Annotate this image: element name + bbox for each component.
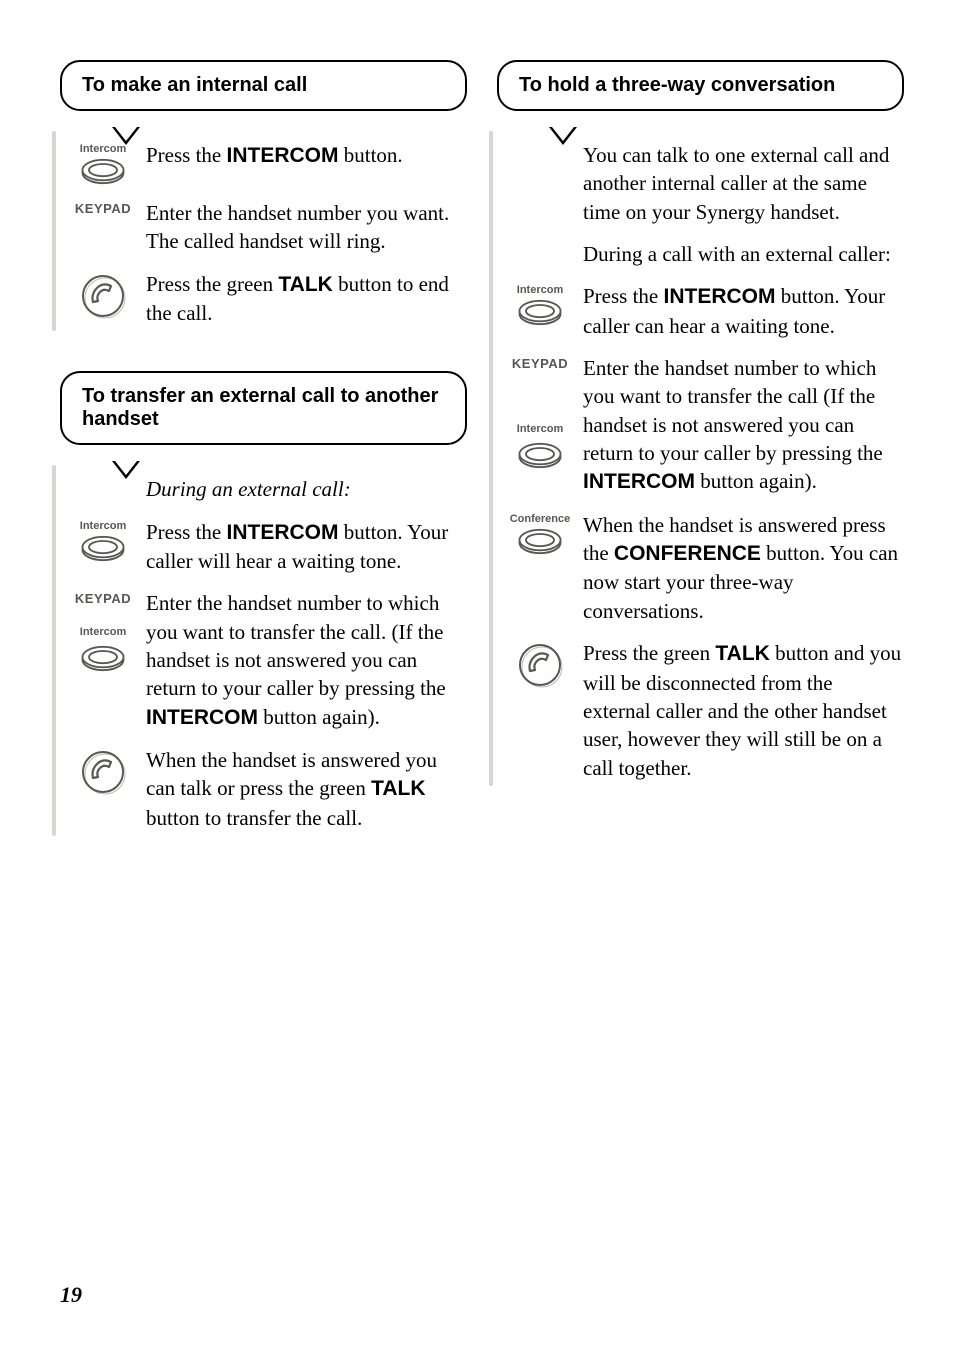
intercom-label: Intercom (80, 626, 126, 638)
step-row: During an external call: (60, 475, 467, 503)
intercom-label: Intercom (517, 423, 563, 435)
step-row: During a call with an external caller: (497, 240, 904, 268)
step-icon-col: KEYPAD Intercom (497, 354, 583, 469)
step-text: Press the INTERCOM button. (146, 141, 467, 170)
callout-internal-call: To make an internal call (60, 60, 467, 111)
talk-icon (79, 748, 127, 796)
step-row: Intercom Press the INTERCOM button. (60, 141, 467, 185)
step-text: When the handset is answered press the C… (583, 511, 904, 625)
step-text: Press the INTERCOM button. Your caller w… (146, 518, 467, 576)
step-row: KEYPAD Intercom Enter the handset number… (497, 354, 904, 497)
steps-threeway: You can talk to one external call and an… (497, 141, 904, 796)
step-text: Press the green TALK button and you will… (583, 639, 904, 782)
step-row: KEYPAD Intercom Enter the handset number… (60, 589, 467, 732)
step-row: When the handset is answered you can tal… (60, 746, 467, 832)
right-column: To hold a three-way conversation You can… (497, 60, 904, 846)
step-icon-col (497, 639, 583, 689)
intercom-icon (79, 644, 127, 672)
step-intro: During an external call: (146, 475, 467, 503)
talk-icon (516, 641, 564, 689)
step-row: You can talk to one external call and an… (497, 141, 904, 226)
intercom-label: Intercom (80, 520, 126, 532)
step-row: Conference When the handset is answered … (497, 511, 904, 625)
callout-title: To make an internal call (82, 74, 307, 96)
step-icon-col: Intercom (60, 518, 146, 562)
conference-label: Conference (510, 513, 571, 525)
step-text: Press the INTERCOM button. Your caller c… (583, 282, 904, 340)
intercom-label: Intercom (80, 143, 126, 155)
step-text: Enter the handset number to which you wa… (146, 589, 467, 732)
step-icon-col: Intercom (497, 282, 583, 326)
keypad-label: KEYPAD (75, 591, 131, 606)
steps-internal-call: Intercom Press the INTERCOM button. KEYP… (60, 141, 467, 341)
page-columns: To make an internal call Intercom Press … (60, 60, 904, 846)
talk-icon (79, 272, 127, 320)
page-number: 19 (60, 1282, 82, 1308)
step-icon-col: Intercom (60, 141, 146, 185)
step-row: KEYPAD Enter the handset number you want… (60, 199, 467, 256)
step-text: During a call with an external caller: (583, 240, 904, 268)
intercom-label: Intercom (517, 284, 563, 296)
step-icon-col: Conference (497, 511, 583, 555)
step-row: Intercom Press the INTERCOM button. Your… (60, 518, 467, 576)
intercom-icon (516, 298, 564, 326)
step-icon-col (60, 270, 146, 320)
left-column: To make an internal call Intercom Press … (60, 60, 467, 846)
callout-title: To hold a three-way conversation (519, 74, 835, 96)
side-strip (52, 131, 56, 331)
step-text: Enter the handset number to which you wa… (583, 354, 904, 497)
keypad-label: KEYPAD (75, 201, 131, 216)
keypad-label: KEYPAD (512, 356, 568, 371)
intercom-icon (516, 441, 564, 469)
step-row: Press the green TALK button to end the c… (60, 270, 467, 328)
step-text: When the handset is answered you can tal… (146, 746, 467, 832)
step-row: Press the green TALK button and you will… (497, 639, 904, 782)
step-row: Intercom Press the INTERCOM button. Your… (497, 282, 904, 340)
callout-title: To transfer an external call to another … (82, 385, 438, 430)
step-icon-col (60, 746, 146, 796)
side-strip (489, 131, 493, 786)
step-text: You can talk to one external call and an… (583, 141, 904, 226)
side-strip (52, 465, 56, 836)
steps-transfer-call: During an external call: Intercom Press … (60, 475, 467, 846)
intercom-icon (79, 157, 127, 185)
intercom-icon (79, 534, 127, 562)
conference-icon (516, 527, 564, 555)
step-icon-col: KEYPAD Intercom (60, 589, 146, 672)
step-text: Enter the handset number you want. The c… (146, 199, 467, 256)
step-icon-col: KEYPAD (60, 199, 146, 216)
callout-transfer-call: To transfer an external call to another … (60, 371, 467, 445)
callout-threeway: To hold a three-way conversation (497, 60, 904, 111)
step-text: Press the green TALK button to end the c… (146, 270, 467, 328)
